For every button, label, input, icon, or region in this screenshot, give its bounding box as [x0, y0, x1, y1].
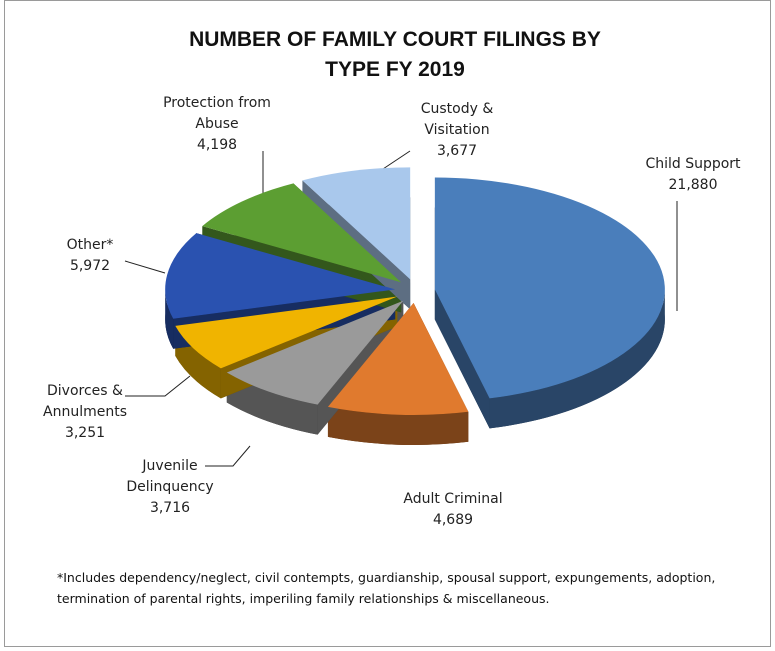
slice	[202, 183, 402, 283]
footnote: *Includes dependency/neglect, civil cont…	[57, 570, 716, 606]
slice	[434, 177, 665, 399]
category-name: Child Support	[645, 156, 741, 172]
category-name: Protection from Abuse	[163, 95, 271, 132]
leader-lines	[124, 150, 678, 467]
value-label: 3,716	[149, 500, 191, 516]
slice-label: Custody & Visitation 3,677	[397, 99, 517, 162]
slice-label: Other* 5,972	[40, 235, 140, 277]
category-name: Custody & Visitation	[420, 101, 494, 138]
leader-line	[124, 260, 166, 274]
leader-line	[205, 445, 251, 467]
slice-side	[434, 289, 490, 429]
chart-title: NUMBER OF FAMILY COURT FILINGS BY TYPE F…	[189, 28, 601, 81]
slice	[165, 233, 396, 319]
slice-label: Protection from Abuse 4,198	[142, 93, 292, 156]
value-label: 21,880	[668, 177, 718, 193]
value-label: 3,677	[436, 143, 478, 159]
value-label: 5,972	[69, 258, 111, 274]
value-label: 3,251	[64, 425, 106, 441]
slice	[327, 302, 469, 415]
value-label: 4,689	[432, 512, 474, 528]
slice-label: Divorces & Annulments 3,251	[25, 381, 145, 444]
slice	[175, 296, 398, 369]
chart	[124, 150, 678, 467]
slice-label: Child Support 21,880	[633, 154, 753, 196]
slice	[226, 300, 404, 405]
chart-frame: NUMBER OF FAMILY COURT FILINGS BY TYPE F…	[4, 0, 771, 647]
category-name: Divorces & Annulments	[43, 383, 127, 420]
slice-edge	[226, 372, 318, 435]
leader-line	[125, 375, 191, 397]
value-label: 4,198	[196, 137, 238, 153]
slice-label: Adult Criminal 4,689	[388, 489, 518, 531]
slice-edge	[327, 406, 469, 445]
pie	[165, 167, 665, 445]
slice	[302, 167, 411, 280]
category-name: Adult Criminal	[403, 491, 503, 507]
category-name: Juvenile Delinquency	[126, 458, 214, 495]
slice-edge	[489, 289, 665, 429]
category-name: Other*	[66, 237, 114, 253]
slice-label: Juvenile Delinquency 3,716	[110, 456, 230, 519]
slice-edge	[165, 289, 174, 349]
